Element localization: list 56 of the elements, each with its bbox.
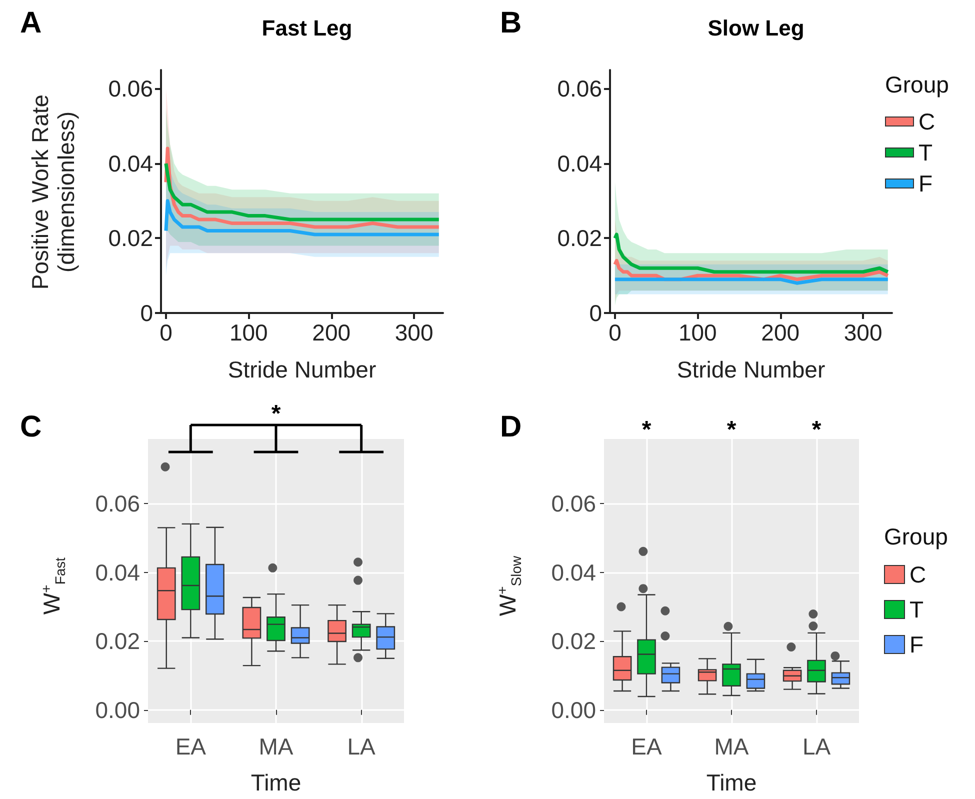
y-tick-label: 0.06 <box>557 76 602 102</box>
legend-label: F <box>910 632 924 658</box>
x-axis-title: Time <box>706 770 757 796</box>
chart-title: Fast Leg <box>262 16 352 40</box>
x-tick-label: 100 <box>229 320 268 346</box>
x-tick-label: 300 <box>844 320 882 346</box>
chart-title: Slow Leg <box>708 16 804 40</box>
y-tick-label: 0.06 <box>551 490 596 517</box>
x-axis-title: Stride Number <box>676 356 826 382</box>
x-tick-label: LA <box>347 734 376 760</box>
y-tick-label: 0.02 <box>95 628 140 654</box>
legend-label: C <box>918 108 936 134</box>
y-tick-label: 0.02 <box>108 225 153 252</box>
y-tick-label: 0 <box>589 300 602 326</box>
legend-title: Group <box>884 524 948 550</box>
y-tick-label: 0.00 <box>551 696 596 723</box>
x-tick-label: 100 <box>678 320 717 346</box>
x-tick-label: 200 <box>761 320 800 346</box>
text: D <box>500 410 522 444</box>
x-tick-label: LA <box>802 734 832 760</box>
x-tick-label: EA <box>631 734 662 760</box>
x-tick-label: MA <box>258 734 294 760</box>
x-axis-title: Time <box>250 770 302 796</box>
x-axis-title: Stride Number <box>228 356 376 382</box>
legend-label: T <box>918 140 933 166</box>
y-tick-label: 0.04 <box>108 150 154 176</box>
y-tick-label: 0.06 <box>108 76 153 102</box>
text: C <box>20 410 42 444</box>
x-tick-label: 300 <box>394 320 434 346</box>
annotation: * <box>726 416 737 444</box>
x-tick-label: MA <box>714 734 750 760</box>
y-tick-label: 0.04 <box>551 559 596 586</box>
y-tick-label: 0.06 <box>95 490 140 517</box>
y-tick-label: 0.02 <box>557 225 602 252</box>
x-tick-label: 0 <box>608 320 622 346</box>
x-tick-label: 0 <box>160 320 172 346</box>
x-tick-label: EA <box>175 734 207 760</box>
line-series <box>164 162 441 222</box>
legend-title: Group <box>885 72 949 98</box>
y-tick-label: 0.00 <box>95 696 140 723</box>
annotation: * <box>642 416 652 444</box>
y-tick-label: 0.02 <box>551 628 596 654</box>
text: B <box>500 6 522 40</box>
annotation: * <box>812 416 822 444</box>
y-tick-label: 0.04 <box>557 150 602 176</box>
y-axis-title: Positive Work Rate (dimensionless) <box>27 94 79 290</box>
text: A <box>20 6 42 40</box>
text: * <box>271 400 282 428</box>
line-series <box>164 199 441 236</box>
x-tick-label: 200 <box>312 320 351 346</box>
line-series <box>613 232 890 274</box>
legend-label: C <box>910 562 926 588</box>
legend-label: F <box>918 170 933 196</box>
legend-label: T <box>910 596 924 622</box>
y-tick-label: 0 <box>140 300 153 326</box>
y-tick-label: 0.04 <box>95 559 140 586</box>
